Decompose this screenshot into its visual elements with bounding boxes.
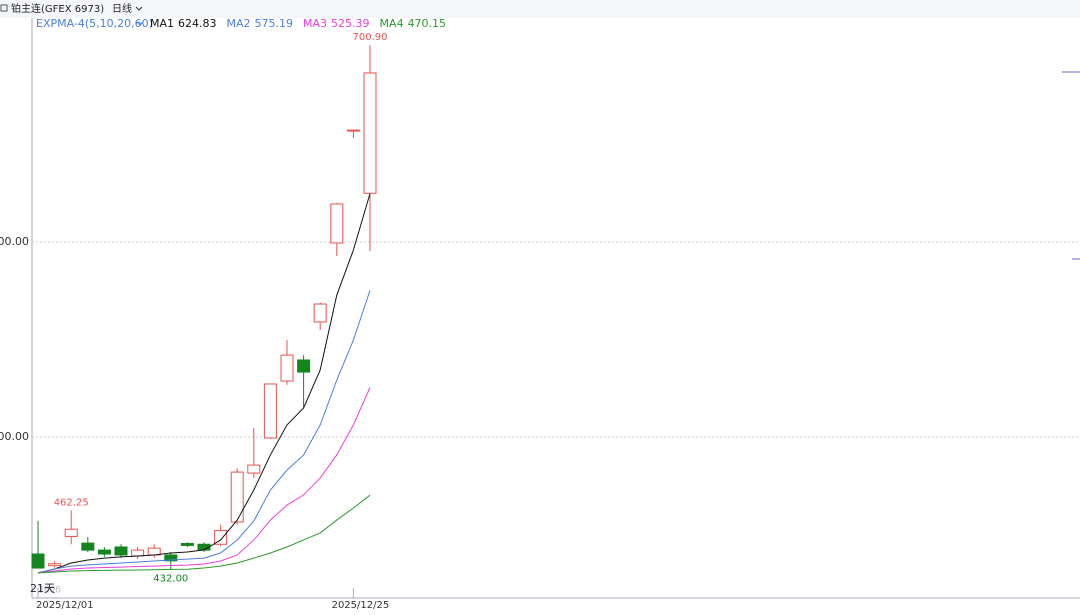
price-annotation: 700.90 bbox=[353, 32, 388, 43]
candle-body bbox=[214, 530, 228, 545]
candle-body bbox=[180, 542, 194, 546]
candle-body bbox=[97, 549, 111, 555]
candle-body bbox=[346, 129, 360, 132]
candle-body bbox=[164, 554, 178, 562]
candle-body bbox=[313, 303, 327, 323]
contract-code: 2606 bbox=[38, 586, 61, 596]
legend-name: MA4 bbox=[380, 17, 404, 30]
y-tick-label: 600.00 bbox=[0, 235, 29, 248]
ma-line bbox=[37, 494, 371, 574]
candle-body bbox=[31, 553, 45, 569]
candle-body bbox=[263, 383, 277, 439]
candle-body bbox=[363, 72, 377, 194]
candle-body bbox=[64, 528, 78, 537]
legend-value: 624.83 bbox=[178, 17, 217, 30]
window-icon[interactable] bbox=[0, 4, 8, 12]
ma-line bbox=[37, 387, 371, 574]
title-bar bbox=[0, 0, 1080, 18]
contract-title: 铂主连(GFEX 6973) bbox=[11, 2, 104, 15]
period-count: 21天 bbox=[30, 582, 55, 595]
candle-body bbox=[81, 542, 95, 551]
price-annotation: 462.25 bbox=[54, 498, 89, 509]
candle-body bbox=[114, 546, 128, 556]
candle-body bbox=[147, 547, 161, 556]
candle-body bbox=[230, 471, 244, 523]
x-tick-label: 2025/12/25 bbox=[332, 600, 390, 611]
legend-value: 470.15 bbox=[408, 17, 447, 30]
candle-body bbox=[131, 549, 145, 557]
period-select[interactable]: 日线 bbox=[112, 2, 132, 15]
candle-body bbox=[280, 354, 294, 382]
legend-value: 525.39 bbox=[331, 17, 370, 30]
indicator-name[interactable]: EXPMA-4(5,10,20,60) bbox=[36, 17, 153, 30]
indicator-chevron[interactable] bbox=[136, 21, 144, 26]
ma-line bbox=[37, 193, 371, 574]
legend-name: MA1 bbox=[150, 17, 174, 30]
candle-body bbox=[330, 203, 344, 244]
legend-name: MA3 bbox=[303, 17, 327, 30]
candle-body bbox=[297, 359, 311, 373]
x-tick-label: 2025/12/01 bbox=[36, 600, 94, 611]
period-chevron[interactable] bbox=[135, 6, 143, 11]
candle-body bbox=[247, 464, 261, 474]
ma-line bbox=[37, 290, 371, 574]
candle-body bbox=[48, 563, 62, 567]
legend-name: MA2 bbox=[227, 17, 251, 30]
legend-value: 575.19 bbox=[255, 17, 294, 30]
price-annotation: 432.00 bbox=[153, 574, 188, 585]
y-tick-label: 500.00 bbox=[0, 430, 29, 443]
